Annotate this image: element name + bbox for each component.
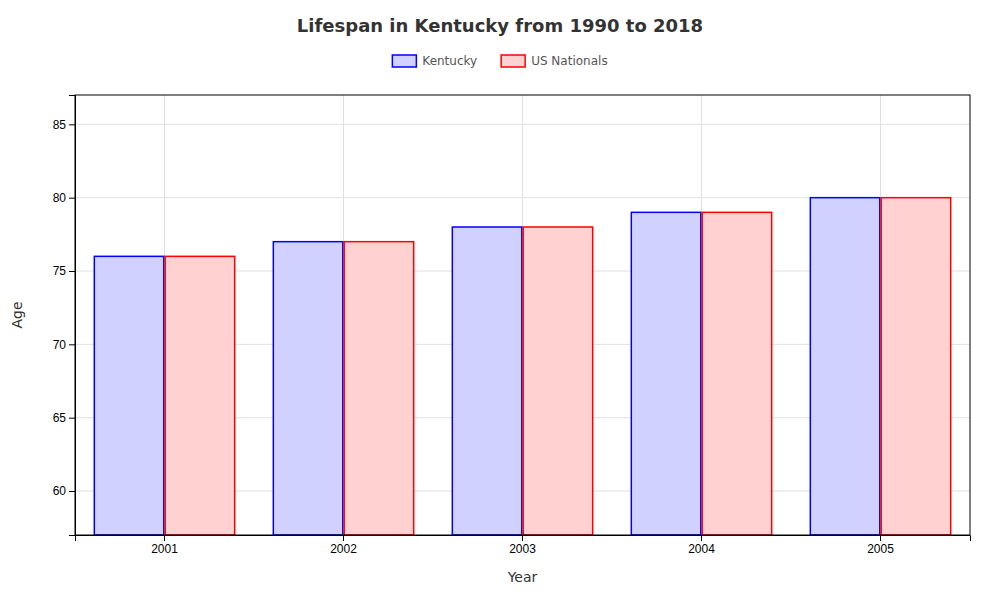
- bar: [165, 256, 234, 535]
- y-tick-mark: [69, 198, 75, 199]
- bar: [631, 212, 700, 535]
- bar: [344, 242, 413, 535]
- bar: [94, 256, 163, 535]
- grid: [75, 95, 970, 535]
- legend-label: US Nationals: [531, 54, 607, 68]
- legend-swatch: [392, 55, 416, 67]
- legend-label: Kentucky: [422, 54, 477, 68]
- bar: [702, 212, 771, 535]
- chart: 2001 2002 2003 2004 2005 60 65 70 75 80 85 Year Age L…: [0, 0, 1000, 600]
- y-tick: 75: [53, 264, 75, 278]
- y-axis-title: Age: [9, 301, 25, 328]
- y-tick: 60: [53, 484, 75, 498]
- y-tick-mark: [69, 344, 75, 345]
- legend: Kentucky US Nationals: [392, 54, 607, 68]
- y-tick-label: 70: [53, 338, 67, 352]
- y-tick: 70: [53, 338, 75, 352]
- x-tick-mark: [522, 535, 523, 541]
- y-tick-label: 85: [53, 118, 67, 132]
- x-tick: 2004: [688, 535, 715, 556]
- y-tick: 85: [53, 118, 75, 132]
- y-tick: 65: [53, 411, 75, 425]
- x-tick-mark: [343, 535, 344, 541]
- legend-item: US Nationals: [501, 54, 607, 68]
- y-tick-label: 60: [53, 484, 67, 498]
- x-axis: 2001 2002 2003 2004 2005: [76, 535, 971, 556]
- bar: [523, 227, 592, 535]
- x-tick-label: 2001: [151, 542, 178, 556]
- x-tick: 2002: [330, 535, 357, 556]
- bar-series: [94, 198, 879, 535]
- legend-item: Kentucky: [392, 54, 477, 68]
- legend-swatch: [501, 55, 525, 67]
- x-tick-mark: [880, 535, 881, 541]
- bar: [452, 227, 521, 535]
- y-tick-label: 75: [53, 264, 67, 278]
- y-tick-mark: [69, 418, 75, 419]
- x-axis-line: [76, 536, 971, 542]
- y-tick-mark: [69, 491, 75, 492]
- x-tick: 2003: [509, 535, 536, 556]
- y-tick-mark: [69, 271, 75, 272]
- plot-frame: [75, 95, 970, 535]
- bars: [94, 198, 950, 535]
- y-tick-label: 80: [53, 191, 67, 205]
- bar: [810, 198, 879, 535]
- x-tick: 2005: [867, 535, 894, 556]
- bar: [273, 242, 342, 535]
- y-tick-label: 65: [53, 411, 67, 425]
- x-axis-title: Year: [507, 569, 538, 585]
- x-tick-label: 2003: [509, 542, 536, 556]
- x-tick-label: 2005: [867, 542, 894, 556]
- x-tick-label: 2002: [330, 542, 357, 556]
- title: Lifespan in Kentucky from 1990 to 2018: [297, 15, 703, 36]
- y-tick: 80: [53, 191, 75, 205]
- plot: 2001 2002 2003 2004 2005 60 65 70 75 80 85: [53, 95, 971, 556]
- x-tick: 2001: [151, 535, 178, 556]
- x-tick-label: 2004: [688, 542, 715, 556]
- y-axis-line: [69, 96, 76, 536]
- bar-series: [165, 198, 950, 535]
- x-tick-mark: [164, 535, 165, 541]
- bar: [881, 198, 950, 535]
- y-axis: 60 65 70 75 80 85: [53, 96, 76, 536]
- y-tick-mark: [69, 124, 75, 125]
- x-tick-mark: [701, 535, 702, 541]
